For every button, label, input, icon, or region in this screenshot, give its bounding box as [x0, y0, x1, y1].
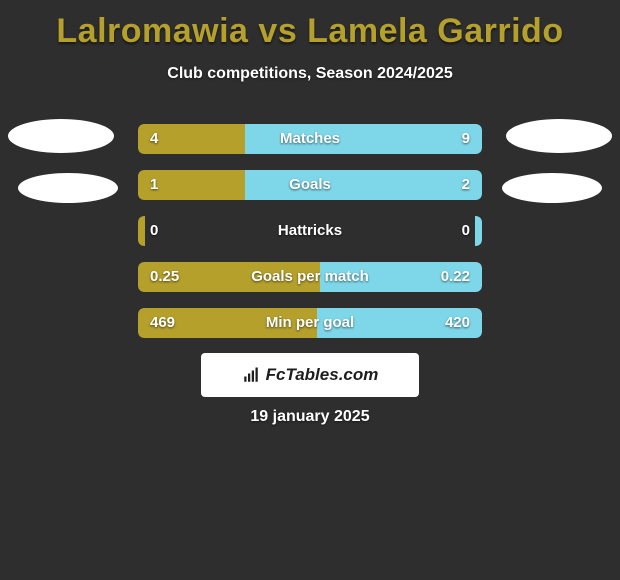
- bar-row: 4 Matches 9: [138, 124, 482, 154]
- bar-value-right: 9: [462, 124, 470, 154]
- player-left-avatar: [8, 119, 114, 153]
- player-right-avatar-secondary: [502, 173, 602, 203]
- bar-metric-label: Matches: [138, 124, 482, 154]
- player-left-avatar-secondary: [18, 173, 118, 203]
- subtitle: Club competitions, Season 2024/2025: [0, 65, 620, 83]
- bar-metric-label: Min per goal: [138, 308, 482, 338]
- page-title: Lalromawia vs Lamela Garrido: [0, 0, 620, 51]
- bar-row: 0 Hattricks 0: [138, 216, 482, 246]
- branding-badge[interactable]: FcTables.com: [201, 353, 419, 397]
- player-right-avatar: [506, 119, 612, 153]
- comparison-bars: 4 Matches 9 1 Goals 2 0 Hattricks 0 0.25…: [138, 124, 482, 354]
- bar-row: 469 Min per goal 420: [138, 308, 482, 338]
- branding-text: FcTables.com: [266, 365, 379, 385]
- bar-value-right: 0.22: [441, 262, 470, 292]
- chart-icon: [242, 366, 260, 384]
- bar-metric-label: Hattricks: [138, 216, 482, 246]
- bar-metric-label: Goals: [138, 170, 482, 200]
- bar-value-right: 2: [462, 170, 470, 200]
- date-label: 19 january 2025: [0, 408, 620, 426]
- bar-value-right: 420: [445, 308, 470, 338]
- bar-metric-label: Goals per match: [138, 262, 482, 292]
- bar-row: 0.25 Goals per match 0.22: [138, 262, 482, 292]
- bar-value-right: 0: [462, 216, 470, 246]
- bar-row: 1 Goals 2: [138, 170, 482, 200]
